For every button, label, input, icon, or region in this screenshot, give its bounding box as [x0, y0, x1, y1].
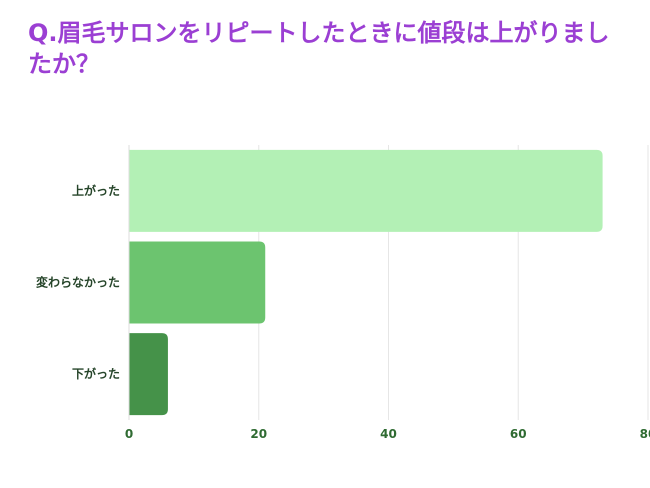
bar [129, 149, 603, 232]
category-label: 上がった [72, 183, 120, 198]
x-tick-label: 40 [380, 427, 397, 441]
chart-title: Q.眉毛サロンをリピートしたときに値段は上がりましたか？ [28, 19, 610, 78]
category-label: 変わらなかった [36, 275, 120, 290]
bar [129, 333, 168, 416]
bars [129, 149, 603, 416]
x-tick-label: 80 [640, 427, 650, 441]
x-tick-label: 0 [125, 427, 133, 441]
x-tick-label: 20 [250, 427, 267, 441]
bar [129, 241, 266, 324]
x-tick-label: 60 [510, 427, 527, 441]
category-label: 下がった [72, 366, 120, 381]
